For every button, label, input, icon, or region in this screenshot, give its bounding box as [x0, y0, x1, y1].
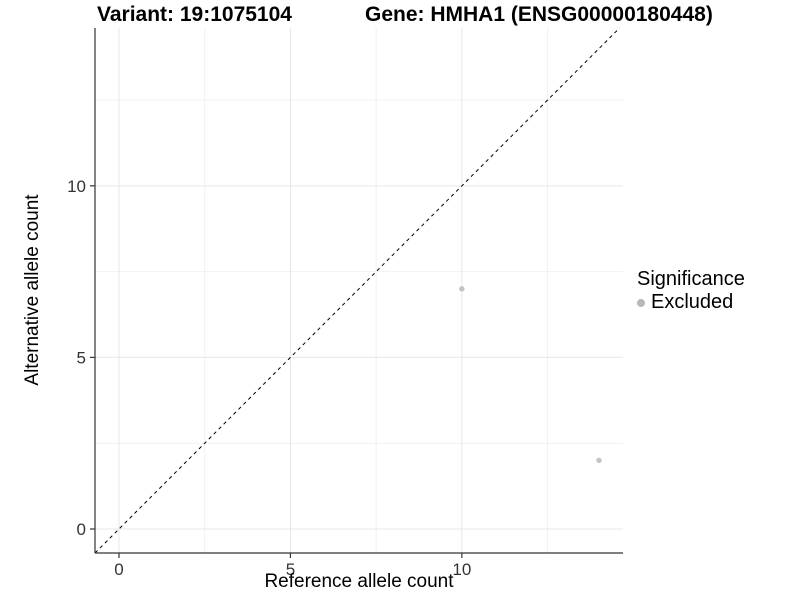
identity-line — [94, 27, 620, 554]
data-point — [596, 457, 602, 464]
x-axis-label: Reference allele count — [264, 571, 454, 592]
variant-title: Variant: 19:1075104 — [97, 3, 292, 26]
x-tick-label: 0 — [114, 560, 123, 579]
x-tick-label: 10 — [452, 560, 471, 579]
legend-item-excluded: Excluded — [637, 291, 745, 314]
gene-title: Gene: HMHA1 (ENSG00000180448) — [365, 3, 713, 26]
data-point — [459, 286, 465, 292]
legend-title: Significance — [637, 268, 745, 290]
y-tick-label: 5 — [77, 348, 86, 367]
legend-point-icon — [637, 298, 645, 307]
y-axis-label: Alternative allele count — [22, 194, 43, 386]
x-tick-label: 5 — [286, 560, 295, 579]
y-tick-label: 10 — [67, 177, 86, 196]
legend-item-label: Excluded — [651, 291, 734, 313]
y-tick-label: 0 — [77, 520, 86, 539]
legend: Significance Excluded — [637, 268, 745, 314]
